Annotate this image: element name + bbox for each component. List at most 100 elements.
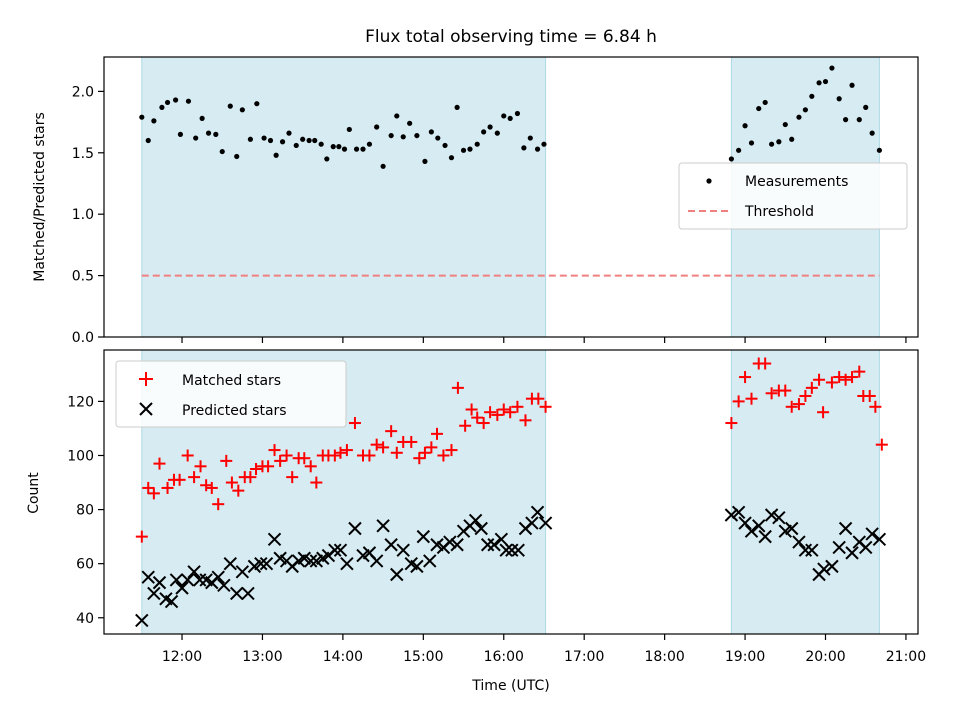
measurement-point: [435, 135, 441, 141]
matched-star-point: [431, 427, 443, 440]
top-y-tick-label: 2.0: [72, 84, 94, 100]
measurement-point: [193, 135, 199, 141]
matched-star-point: [739, 371, 752, 384]
matched-star-point: [504, 406, 517, 419]
matched-star-point: [745, 392, 758, 405]
matched-star-point: [274, 454, 287, 467]
predicted-star-point: [230, 586, 244, 601]
measurement-point: [366, 141, 373, 147]
measurement-point: [849, 82, 855, 88]
measurement-point: [748, 140, 755, 146]
matched-star-point: [147, 487, 160, 500]
top-shaded-interval: [141, 56, 547, 338]
bottom-y-tick-label: 100: [67, 448, 94, 464]
measurement-point: [267, 137, 274, 144]
matched-star-point: [853, 365, 866, 378]
measurement-point: [474, 141, 480, 147]
matched-star-point: [765, 387, 778, 400]
predicted-star-point: [845, 546, 859, 560]
measurement-point: [172, 97, 179, 103]
measurement-point: [227, 103, 233, 109]
matched-star-point: [348, 417, 361, 430]
matched-star-point: [779, 384, 792, 397]
bottom-x-tick-label: 13:00: [242, 649, 282, 665]
predicted-star-point: [525, 516, 539, 530]
matched-star-point: [181, 449, 194, 462]
measurement-point: [261, 135, 267, 141]
matched-star-point: [869, 400, 882, 413]
matched-star-point: [839, 373, 852, 386]
predicted-star-point: [304, 554, 318, 568]
predicted-star-point: [758, 529, 772, 544]
measurement-point: [796, 114, 802, 120]
bottom-y-tick-label: 80: [76, 503, 94, 519]
matched-star-point: [413, 452, 426, 465]
top-y-axis-label: Matched/Predicted stars: [32, 112, 48, 282]
measurement-point: [487, 124, 493, 130]
bottom-x-tick-label: 16:00: [484, 649, 524, 665]
top-legend-box: [678, 162, 908, 230]
measurement-point: [380, 163, 386, 169]
count-panel: 40 60 80 100 120 12:00 13:00 14:00 15:00 16:00 17…: [26, 349, 926, 694]
measurement-point: [448, 155, 455, 161]
matched-star-point: [385, 425, 398, 438]
measurement-point: [286, 130, 292, 136]
matched-star-point: [785, 400, 798, 413]
measurement-point: [494, 130, 500, 136]
predicted-star-point: [530, 505, 545, 519]
matched-star-point: [875, 438, 888, 451]
predicted-star-point: [859, 540, 873, 555]
measurement-point: [742, 123, 748, 129]
predicted-star-point: [410, 559, 424, 574]
matched-star-point: [304, 460, 317, 473]
measurement-point: [789, 136, 795, 142]
matched-star-point: [205, 481, 218, 494]
predicted-star-point: [724, 508, 739, 522]
measurement-point: [219, 148, 225, 155]
measurement-point: [353, 146, 360, 152]
measurement-point: [234, 153, 240, 160]
bottom-legend: Matched stars Predicted stars: [115, 360, 347, 428]
legend-predicted-marker: [139, 402, 153, 416]
bottom-x-tick-label: 20:00: [805, 649, 845, 665]
measurement-point: [346, 126, 352, 133]
bottom-x-tick-label: 15:00: [403, 649, 443, 665]
measurement-point: [856, 117, 862, 123]
predicted-star-point: [396, 543, 410, 557]
predicted-star-point: [333, 543, 348, 557]
predicted-star-point: [164, 594, 179, 609]
bottom-legend-box: [115, 360, 347, 428]
top-y-tick-label: 0.0: [72, 330, 94, 346]
predicted-star-point: [450, 538, 464, 552]
predicted-star-point: [798, 543, 813, 557]
matched-star-point: [511, 400, 524, 413]
predicted-star-point: [494, 532, 509, 547]
matched-star-point: [340, 444, 353, 457]
predicted-star-point: [511, 543, 525, 557]
matched-star-point: [451, 381, 464, 394]
measurement-point: [273, 152, 279, 158]
measurement-point: [145, 137, 151, 144]
legend-matched-label: Matched stars: [182, 373, 281, 389]
matched-star-point: [425, 441, 438, 454]
matched-star-point: [825, 376, 838, 389]
predicted-star-point: [499, 543, 513, 557]
measurement-point: [843, 117, 849, 123]
top-y-tick-label: 1.0: [72, 207, 94, 223]
measurement-point: [836, 96, 842, 102]
predicted-star-point: [235, 565, 250, 579]
predicted-star-point: [752, 519, 766, 533]
top-y-tick-label: 0.5: [72, 269, 94, 285]
predicted-star-point: [187, 565, 201, 579]
measurement-point: [863, 104, 869, 110]
matched-star-point: [363, 449, 376, 462]
matched-star-point: [250, 463, 263, 476]
predicted-star-point: [480, 538, 495, 552]
measurement-point: [460, 147, 467, 153]
matched-star-point: [805, 381, 818, 394]
measurement-point: [139, 114, 145, 120]
measurement-point: [809, 93, 815, 99]
matched-star-point: [262, 460, 275, 473]
matched-star-point: [377, 441, 390, 454]
matched-star-point: [194, 460, 207, 473]
